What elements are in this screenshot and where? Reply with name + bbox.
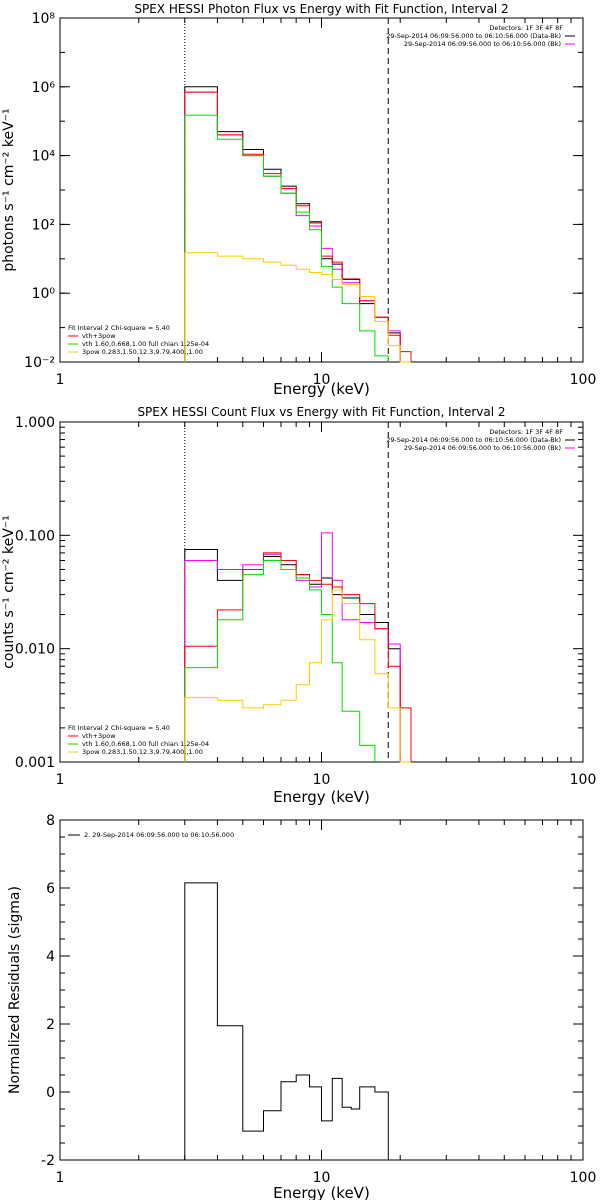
y-tick-label: 0.100 <box>15 528 55 544</box>
y-tick-label: 0.001 <box>15 755 55 771</box>
series-3-line <box>184 552 412 762</box>
y-tick-label: 10⁻² <box>24 355 55 371</box>
header-legend-text: 29-Sep-2014 06:09:56.000 to 06:10:56.000… <box>404 444 561 452</box>
x-axis-label: Energy (keV) <box>273 788 370 806</box>
fit-title: Fit Interval 2 Chi-square = 5.40 <box>68 324 170 332</box>
series-5-line <box>184 252 411 363</box>
y-tick-label: 10⁴ <box>32 149 56 165</box>
x-axis-label: Energy (keV) <box>273 380 370 398</box>
legend-label: vth+3pow <box>82 732 116 740</box>
y-tick-label: -2 <box>41 1153 55 1169</box>
y-tick-label: 1.000 <box>15 415 55 431</box>
y-tick-label: 2 <box>46 1017 55 1033</box>
y-axis-label: counts s⁻¹ cm⁻² keV⁻¹ <box>1 515 17 669</box>
x-tick-label: 100 <box>570 372 597 388</box>
chart-panel-1: SPEX HESSI Photon Flux vs Energy with Fi… <box>1 2 596 398</box>
detectors-label: Detectors: 1F 3F 4F 8F <box>489 428 563 436</box>
chart-title: SPEX HESSI Photon Flux vs Energy with Fi… <box>134 2 508 16</box>
header-legend-text: 29-Sep-2014 06:09:56.000 to 06:10:56.000… <box>386 436 561 444</box>
x-tick-label: 100 <box>570 1170 597 1186</box>
x-tick-label: 1 <box>56 772 65 788</box>
x-tick-label: 10 <box>313 772 331 788</box>
x-tick-label: 10 <box>313 1170 331 1186</box>
header-legend-text: 29-Sep-2014 06:09:56.000 to 06:10:56.000… <box>386 32 561 40</box>
chart-panel-2: SPEX HESSI Count Flux vs Energy with Fit… <box>1 405 596 806</box>
chart-panel-3: 1 10 100 -2 0 2 4 6 8 Energy (keV) Normalized Resi… <box>7 813 597 1202</box>
legend-label: vth 1.60,0.668,1.00 full chian 1.25e-04 <box>82 340 209 348</box>
series-4-line <box>184 114 389 362</box>
x-tick-label: 1 <box>56 372 65 388</box>
fit-title: Fit Interval 2 Chi-square = 5.40 <box>68 724 170 732</box>
x-tick-label: 1 <box>56 1170 65 1186</box>
y-tick-label: 6 <box>46 881 55 897</box>
x-tick-label: 100 <box>570 772 597 788</box>
y-tick-label: 10⁰ <box>32 286 56 302</box>
y-tick-label: 0.010 <box>15 642 55 658</box>
detectors-label: Detectors: 1F 3F 4F 8F <box>489 24 563 32</box>
chart-title: SPEX HESSI Count Flux vs Energy with Fit… <box>137 405 505 419</box>
series-5-line <box>184 589 411 763</box>
legend-label: 3pow 0.283,1.50,12.3,9.79,400.,1.00 <box>82 348 203 356</box>
legend-label: 3pow 0.283,1.50,12.3,9.79,400.,1.00 <box>82 748 203 756</box>
header-legend-text: 29-Sep-2014 06:09:56.000 to 06:10:56.000… <box>404 40 561 48</box>
y-axis-label: photons s⁻¹ cm⁻² keV⁻¹ <box>1 108 17 271</box>
y-tick-label: 10⁸ <box>32 11 56 27</box>
plot-frame <box>59 17 584 363</box>
y-tick-label: 10⁶ <box>32 80 56 96</box>
y-tick-label: 4 <box>46 949 55 965</box>
y-tick-label: 0 <box>46 1085 55 1101</box>
legend-label: vth+3pow <box>82 332 116 340</box>
y-tick-label: 8 <box>46 813 55 829</box>
legend-label: 2. 29-Sep-2014 06:09:56.000 to 06:10:56.… <box>84 831 234 839</box>
series-1-line <box>184 882 389 1160</box>
x-tick-label: 10 <box>313 372 331 388</box>
y-tick-label: 10² <box>32 217 55 233</box>
series-4-line <box>184 560 376 762</box>
x-axis-label: Energy (keV) <box>273 1184 370 1200</box>
y-axis-label: Normalized Residuals (sigma) <box>7 886 23 1094</box>
legend-label: vth 1.60,0.668,1.00 full chian 1.25e-04 <box>82 740 209 748</box>
